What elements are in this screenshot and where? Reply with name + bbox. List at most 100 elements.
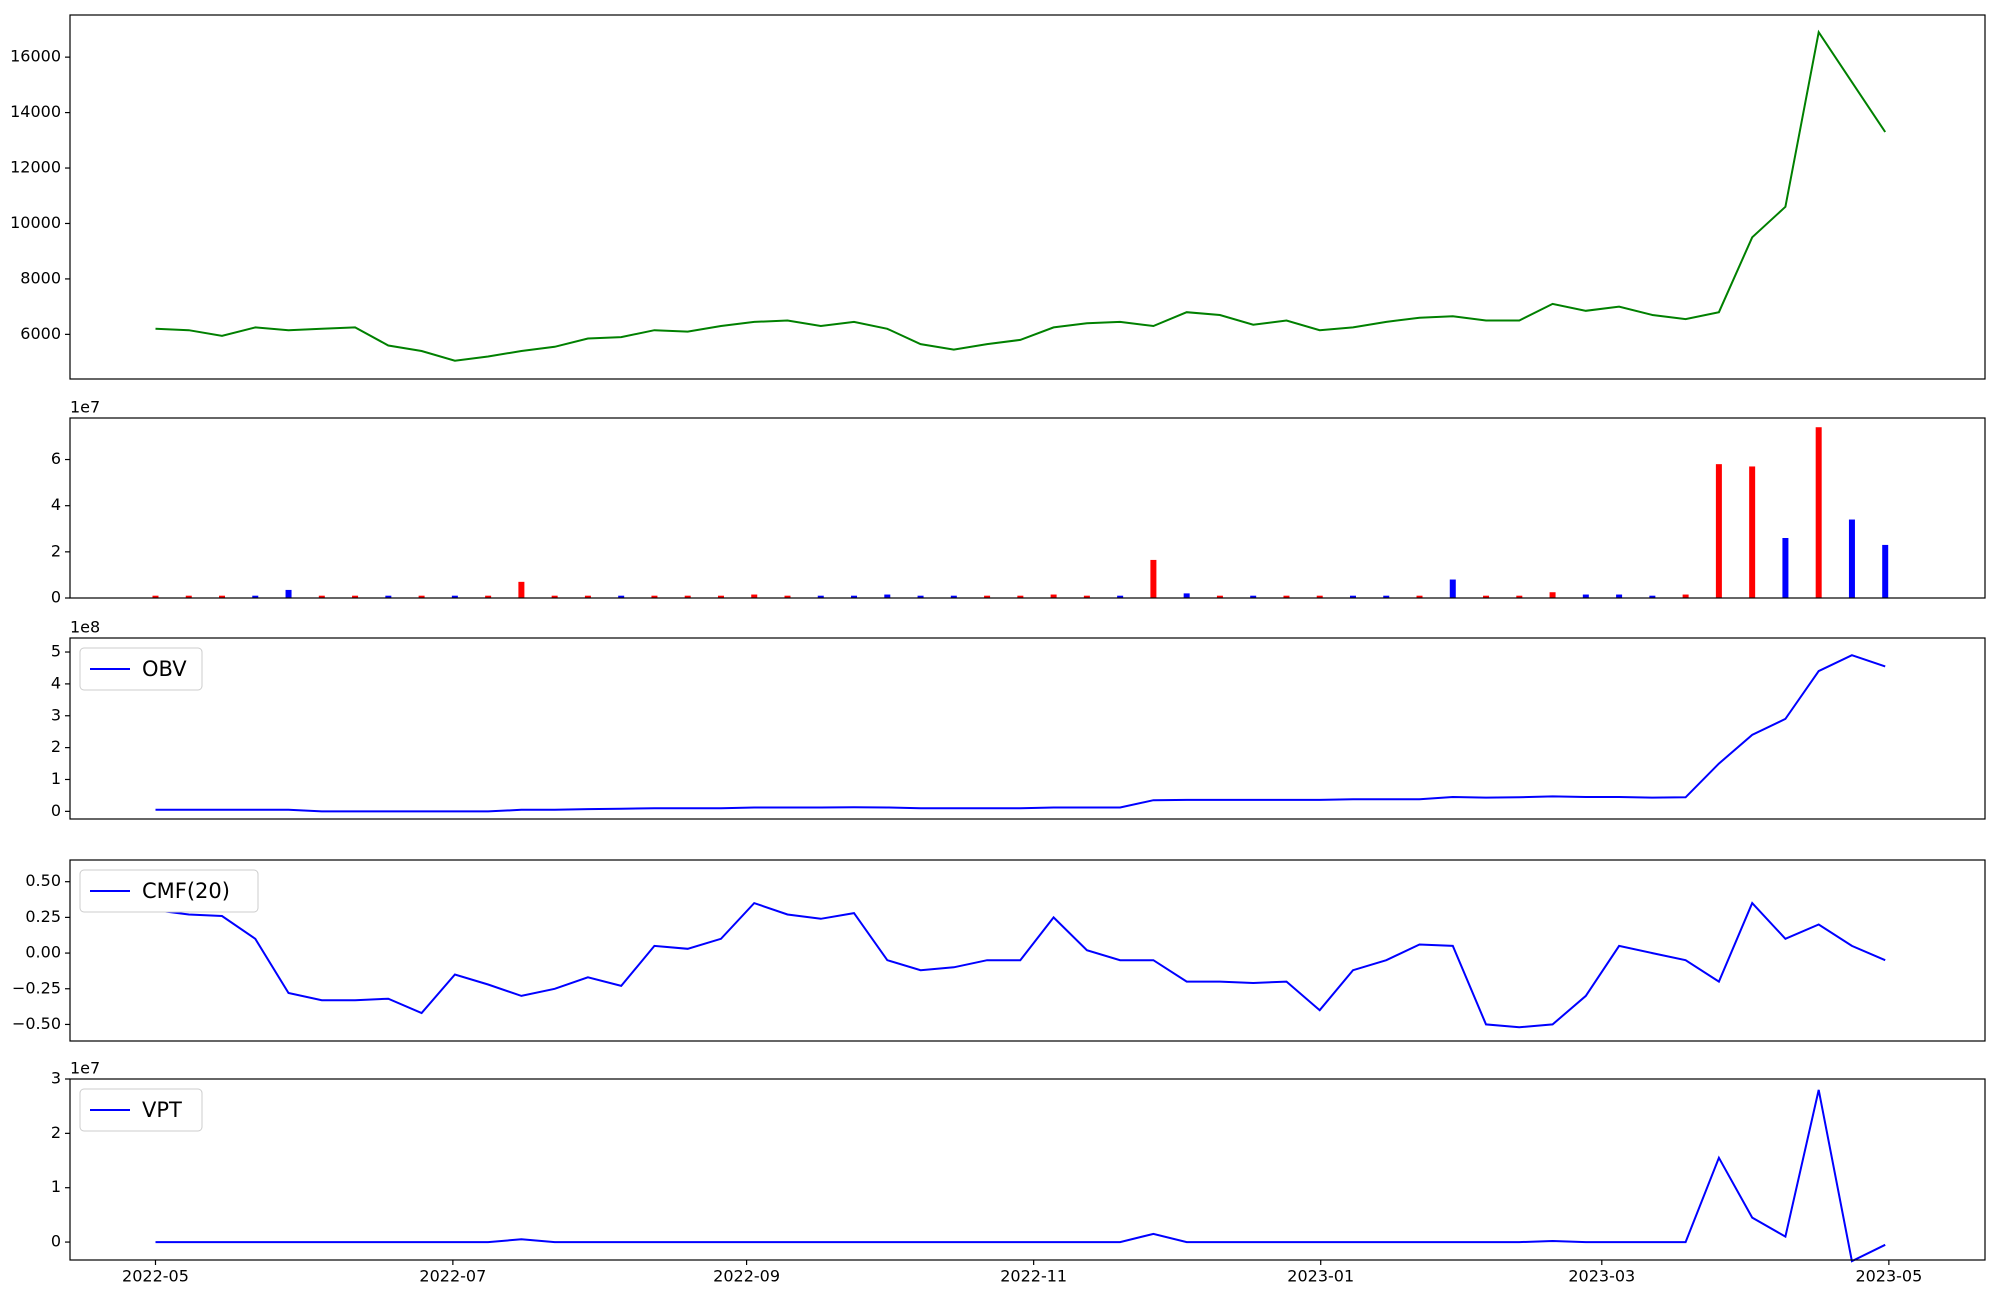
bar [1616, 594, 1623, 598]
bar [185, 595, 192, 598]
bar [1416, 595, 1423, 598]
bar [1117, 595, 1124, 598]
bar [451, 595, 458, 598]
x-tick-label: 2022-05 [122, 1267, 189, 1286]
bar [1749, 466, 1756, 598]
y-tick-label: 0.50 [25, 871, 61, 890]
bar [1682, 594, 1689, 598]
plot-frame [69, 637, 1986, 820]
bar [1649, 595, 1656, 598]
bar [917, 595, 924, 598]
legend-box [79, 647, 203, 691]
bar [1150, 559, 1157, 598]
x-tick-label: 2023-01 [1287, 1267, 1354, 1286]
bar [1882, 544, 1889, 598]
bar [1216, 595, 1223, 598]
y-tick-label: 4 [51, 673, 61, 692]
line [155, 654, 1886, 813]
y-tick-label: 0.00 [25, 943, 61, 962]
line [155, 29, 1887, 362]
bar [385, 595, 392, 598]
bar [1483, 595, 1490, 598]
bar [1349, 595, 1356, 598]
x-tick-label: 2022-09 [713, 1267, 780, 1286]
bar [285, 589, 292, 598]
axis-offset: 1e7 [70, 1059, 100, 1078]
bar [717, 595, 724, 598]
y-tick-label: 14000 [10, 102, 61, 121]
y-tick-label: 12000 [10, 158, 61, 177]
y-tick-label: 1 [51, 1177, 61, 1196]
y-tick-label: 2 [51, 541, 61, 560]
x-tick-label: 2023-03 [1568, 1267, 1635, 1286]
bar [751, 594, 758, 598]
bar [1516, 595, 1523, 598]
legend-label: CMF(20) [142, 879, 230, 903]
y-tick-label: 0.25 [25, 907, 61, 926]
y-tick-label: 6000 [20, 324, 61, 343]
plot-frame [69, 859, 1986, 1042]
y-tick-label: 0 [51, 1232, 61, 1251]
plot-frame [69, 417, 1986, 599]
bar [418, 595, 425, 598]
y-tick-label: −0.50 [12, 1014, 61, 1033]
bar [152, 595, 159, 598]
x-tick-label: 2022-11 [1000, 1267, 1067, 1286]
axis-offset: 1e7 [70, 398, 100, 417]
plot-frame [69, 1078, 1986, 1261]
bar [817, 595, 824, 598]
legend-box [79, 1088, 203, 1132]
bar [252, 595, 259, 598]
line [155, 901, 1886, 1029]
bar [584, 595, 591, 598]
bar [984, 595, 991, 598]
bar [352, 595, 359, 598]
bar [884, 594, 891, 598]
bar [1848, 519, 1855, 598]
bar [219, 595, 226, 598]
bar [1383, 595, 1390, 598]
y-tick-label: 16000 [10, 47, 61, 66]
bar [1782, 538, 1789, 598]
bar [518, 581, 525, 598]
bar [1815, 427, 1822, 598]
bar [1283, 595, 1290, 598]
bar [318, 595, 325, 598]
x-tick-label: 2022-07 [419, 1267, 486, 1286]
legend-box [79, 869, 259, 913]
y-tick-label: 5 [51, 642, 61, 661]
y-tick-label: 2 [51, 1123, 61, 1142]
bar [551, 595, 558, 598]
bar [1183, 593, 1190, 598]
bar [651, 595, 658, 598]
bar [1250, 595, 1257, 598]
bar [851, 595, 858, 598]
bar [1449, 579, 1456, 598]
y-tick-label: 1 [51, 769, 61, 788]
y-tick-label: 0 [51, 588, 61, 607]
bar [485, 595, 492, 598]
bar [1050, 594, 1057, 598]
y-tick-label: 4 [51, 495, 61, 514]
plot-frame [69, 14, 1986, 380]
bar [1582, 594, 1589, 598]
bar [784, 595, 791, 598]
bar [950, 595, 957, 598]
bar [1316, 595, 1323, 598]
bar [684, 595, 691, 598]
y-tick-label: 10000 [10, 213, 61, 232]
bar [1017, 595, 1024, 598]
x-tick-label: 2023-05 [1855, 1267, 1922, 1286]
y-tick-label: 3 [51, 705, 61, 724]
y-tick-label: 2 [51, 737, 61, 756]
y-tick-label: 8000 [20, 268, 61, 287]
line [155, 1089, 1886, 1263]
y-tick-label: −0.25 [12, 978, 61, 997]
axis-offset: 1e8 [70, 618, 100, 637]
legend-label: VPT [142, 1098, 182, 1122]
legend-label: OBV [142, 657, 187, 681]
y-tick-label: 6 [51, 449, 61, 468]
bar [618, 595, 625, 598]
bar [1549, 592, 1556, 598]
